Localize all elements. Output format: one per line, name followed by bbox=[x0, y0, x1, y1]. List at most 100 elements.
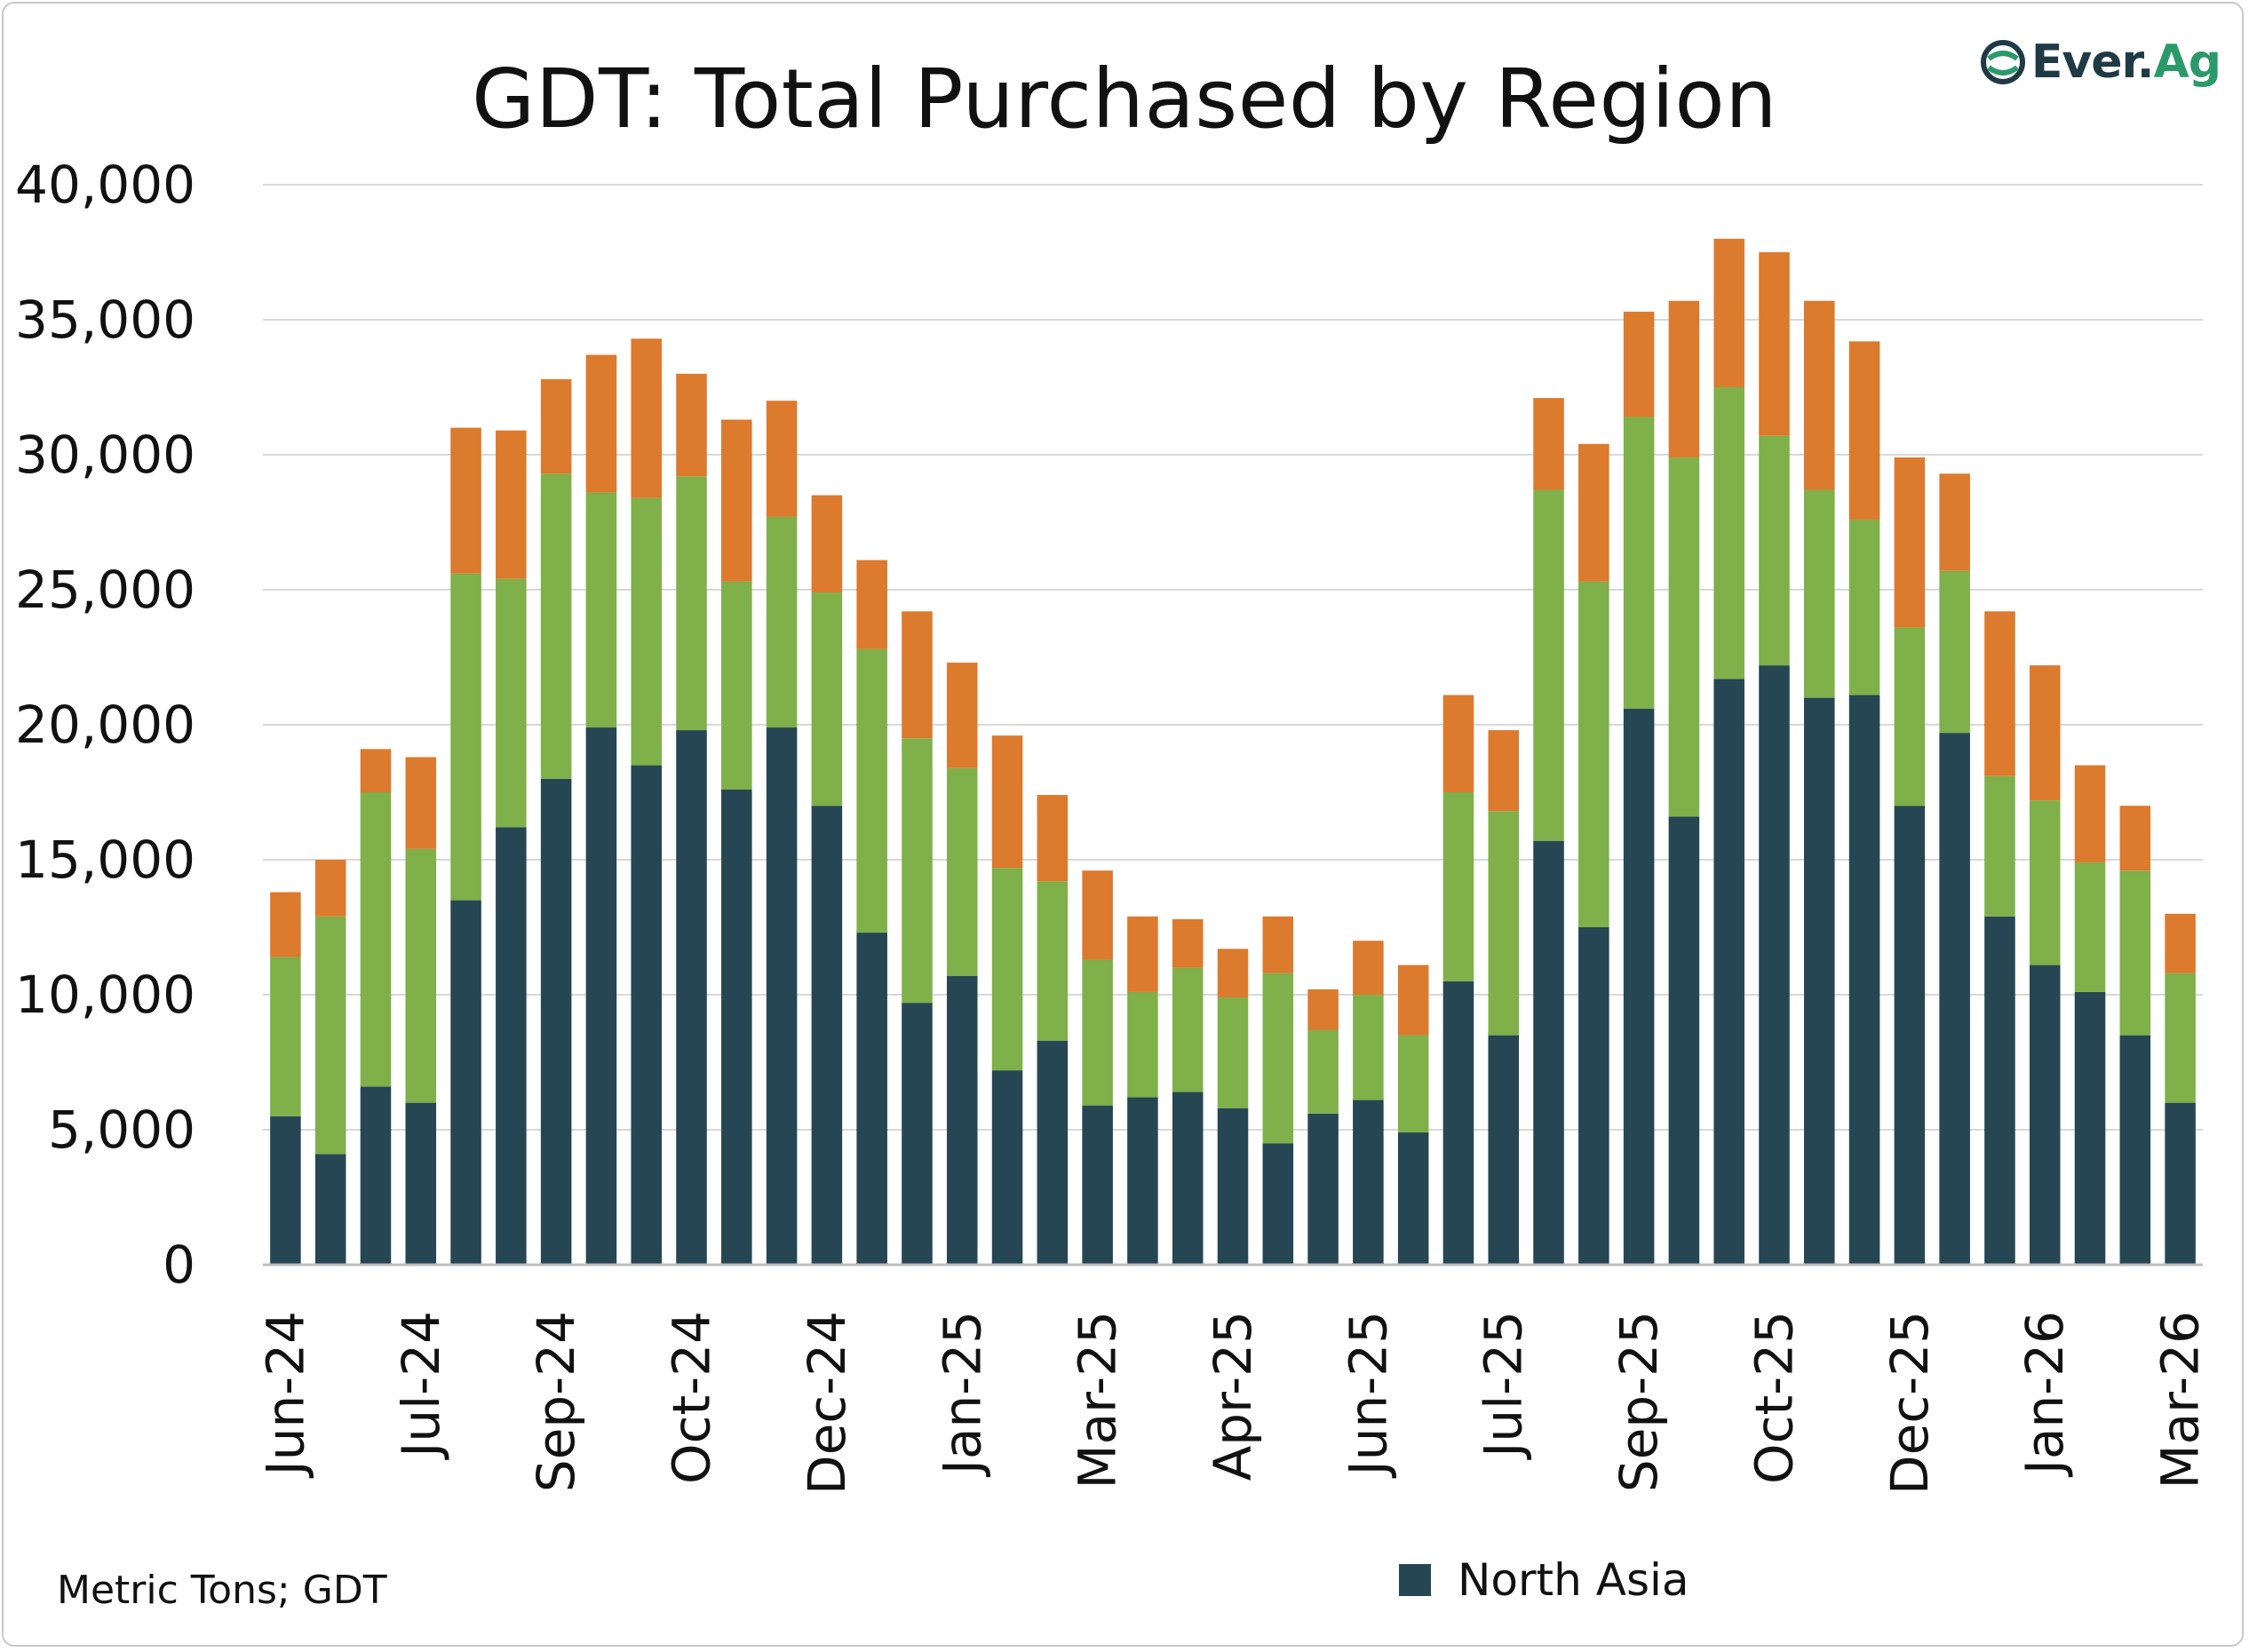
units-note: Metric Tons; GDT bbox=[57, 1568, 387, 1613]
legend-swatch-north-asia bbox=[1399, 1564, 1431, 1596]
bar-segment-series-3 bbox=[405, 757, 437, 849]
bar-segment-series-3 bbox=[540, 378, 572, 474]
bar-segment-north-asia bbox=[1623, 708, 1655, 1265]
logo-prefix: Ever. bbox=[2030, 36, 2155, 89]
bar-segment-series-3 bbox=[946, 663, 978, 768]
bar-segment-series-3 bbox=[1397, 965, 1429, 1036]
bar-segment-series-3 bbox=[450, 427, 481, 574]
bar-segment-north-asia bbox=[1172, 1092, 1204, 1265]
bar-segment-series-2 bbox=[721, 581, 752, 790]
bar-segment-series-3 bbox=[1488, 730, 1520, 812]
x-tick-label: Jun-24 bbox=[255, 1311, 315, 1478]
x-tick-label: Oct-25 bbox=[1744, 1311, 1804, 1484]
bar-segment-series-3 bbox=[1759, 252, 1790, 436]
y-tick-label: 35,000 bbox=[15, 290, 195, 350]
bar-segment-series-2 bbox=[991, 868, 1023, 1071]
bar-segment-series-3 bbox=[1713, 238, 1744, 387]
x-tick-label: Mar-26 bbox=[2150, 1311, 2211, 1489]
bar-segment-series-3 bbox=[1307, 989, 1339, 1030]
x-tick-label: Jan-26 bbox=[2015, 1311, 2075, 1477]
bar-segment-series-2 bbox=[1713, 387, 1744, 679]
bar-segment-series-3 bbox=[1804, 300, 1835, 490]
bar-segment-series-2 bbox=[631, 497, 662, 766]
bar-segment-series-3 bbox=[1894, 457, 1926, 628]
bar-segment-series-2 bbox=[450, 573, 481, 901]
bar-segment-series-2 bbox=[405, 848, 437, 1103]
bar-segment-north-asia bbox=[2074, 991, 2106, 1265]
everag-logo: Ever.Ag bbox=[1980, 36, 2221, 89]
bar-segment-series-2 bbox=[360, 792, 392, 1087]
x-tick-label: Mar-25 bbox=[1068, 1311, 1128, 1489]
bar-segment-series-3 bbox=[811, 495, 843, 593]
bar-segment-series-2 bbox=[1172, 967, 1204, 1092]
bar-segment-north-asia bbox=[856, 933, 887, 1265]
bar-segment-north-asia bbox=[2165, 1102, 2196, 1265]
x-tick-label: Apr-25 bbox=[1203, 1311, 1263, 1481]
y-tick-label: 40,000 bbox=[15, 155, 195, 215]
bar-segment-series-2 bbox=[2165, 973, 2196, 1103]
bar-segment-north-asia bbox=[811, 806, 843, 1265]
bar-segment-north-asia bbox=[1082, 1105, 1113, 1265]
legend: North Asia bbox=[1399, 1554, 1689, 1606]
bar-segment-north-asia bbox=[405, 1102, 437, 1265]
y-tick-label: 0 bbox=[163, 1235, 195, 1295]
bar-segment-series-3 bbox=[2119, 806, 2151, 871]
bar-segment-series-2 bbox=[1759, 435, 1790, 666]
x-tick-label: Dec-25 bbox=[1879, 1311, 1940, 1495]
bar-segment-series-3 bbox=[585, 354, 617, 493]
bar-segment-series-2 bbox=[1623, 417, 1655, 709]
bar-segment-series-3 bbox=[1623, 311, 1655, 417]
bar-segment-north-asia bbox=[1397, 1132, 1429, 1265]
bar-segment-north-asia bbox=[1848, 695, 1880, 1265]
bar-segment-north-asia bbox=[496, 827, 527, 1265]
bar-segment-series-2 bbox=[1984, 775, 2015, 917]
x-tick-label: Jan-25 bbox=[932, 1311, 992, 1477]
bar-segment-series-3 bbox=[1082, 870, 1113, 960]
bar-segment-series-3 bbox=[2165, 913, 2196, 973]
bar-segment-series-2 bbox=[1488, 811, 1520, 1036]
bar-segment-series-3 bbox=[314, 860, 346, 917]
bar-segment-series-2 bbox=[1894, 627, 1926, 806]
bar-segment-series-2 bbox=[1127, 991, 1158, 1098]
bar-segment-north-asia bbox=[1262, 1143, 1294, 1265]
bar-segment-series-3 bbox=[360, 749, 392, 792]
bar-segment-series-3 bbox=[1127, 916, 1158, 992]
bar-segment-series-2 bbox=[1397, 1035, 1429, 1133]
y-tick-label: 30,000 bbox=[15, 425, 195, 485]
bar-segment-north-asia bbox=[270, 1116, 301, 1265]
bar-segment-north-asia bbox=[1804, 697, 1835, 1265]
bar-segment-north-asia bbox=[1353, 1100, 1384, 1265]
bar-segment-series-2 bbox=[856, 648, 887, 933]
x-tick-label: Jul-25 bbox=[1474, 1311, 1534, 1460]
chart-title: GDT: Total Purchased by Region bbox=[471, 52, 1778, 147]
bar-segment-north-asia bbox=[991, 1070, 1023, 1265]
x-tick-label: Sep-25 bbox=[1609, 1311, 1669, 1492]
everag-logo-text: Ever.Ag bbox=[2031, 36, 2221, 89]
bar-segment-series-2 bbox=[314, 916, 346, 1155]
bar-segment-series-3 bbox=[1578, 443, 1609, 582]
bar-segment-north-asia bbox=[766, 727, 798, 1265]
bar-segment-north-asia bbox=[1307, 1113, 1339, 1265]
bar-segment-series-3 bbox=[902, 611, 933, 739]
bar-segment-series-2 bbox=[496, 578, 527, 828]
bar-segment-series-2 bbox=[540, 473, 572, 779]
bar-segment-north-asia bbox=[314, 1154, 346, 1265]
bar-segment-series-2 bbox=[1353, 995, 1384, 1100]
everag-logo-icon bbox=[1980, 40, 2025, 84]
bar-segment-series-2 bbox=[676, 476, 707, 731]
logo-suffix: Ag bbox=[2153, 36, 2221, 89]
bar-segment-series-3 bbox=[991, 735, 1023, 869]
bar-segment-series-3 bbox=[1668, 300, 1700, 458]
bar-segment-series-2 bbox=[1037, 881, 1069, 1041]
bar-segment-series-2 bbox=[1307, 1029, 1339, 1114]
bar-segment-north-asia bbox=[1759, 665, 1790, 1265]
bar-segment-series-3 bbox=[676, 373, 707, 477]
x-tick-label: Sep-24 bbox=[526, 1311, 586, 1492]
bar-segment-series-3 bbox=[270, 892, 301, 957]
bar-segment-north-asia bbox=[1894, 806, 1926, 1265]
bar-segment-north-asia bbox=[631, 765, 662, 1265]
bar-segment-north-asia bbox=[1127, 1097, 1158, 1265]
x-tick-label: Jul-24 bbox=[391, 1311, 451, 1460]
